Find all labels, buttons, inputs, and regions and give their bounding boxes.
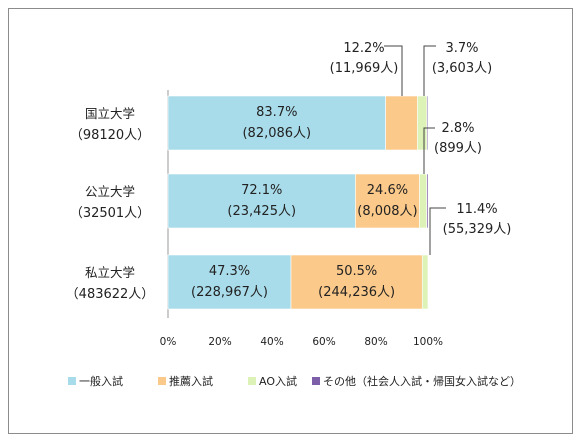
- callout-count: (11,969人): [330, 61, 399, 76]
- data-label: 47.3%: [209, 264, 250, 279]
- callout-percent: 11.4%: [456, 202, 497, 217]
- legend-label: 推薦入試: [169, 374, 213, 388]
- data-label: 83.7%: [256, 105, 297, 120]
- x-tick-label: 20%: [208, 336, 231, 348]
- bar-segment: [167, 254, 292, 310]
- category-label: 公立大学: [85, 184, 135, 199]
- x-tick-label: 0%: [160, 336, 177, 348]
- data-count: (8,008人): [357, 204, 417, 219]
- category-total: （32501人）: [70, 206, 150, 221]
- bar-segment: [417, 95, 428, 151]
- callout-count: (3,603人): [432, 61, 492, 76]
- callout-leader-line: [429, 207, 446, 255]
- legend-swatch: [248, 377, 256, 385]
- data-label: 72.1%: [241, 183, 282, 198]
- legend-swatch: [312, 377, 320, 385]
- data-count: (82,086人): [242, 126, 311, 141]
- data-label: 50.5%: [336, 264, 377, 279]
- callout-count: (55,329人): [443, 222, 512, 237]
- category-label: 国立大学: [85, 106, 135, 121]
- callout-leader-line: [423, 127, 435, 174]
- x-tick-label: 100%: [413, 336, 443, 348]
- legend-label: その他（社会人入試・帰国女入試など）: [323, 374, 521, 388]
- bar-segment: [290, 254, 423, 310]
- callout-leader-line: [384, 45, 403, 96]
- x-tick-label: 60%: [312, 336, 335, 348]
- callout-count: (899人): [434, 141, 482, 156]
- legend-label: 一般入試: [79, 374, 123, 388]
- bar-segment: [167, 95, 386, 151]
- data-count: (244,236人): [318, 285, 395, 300]
- bar-segment: [419, 173, 428, 229]
- bar-segment: [355, 173, 420, 229]
- bar-segment: [426, 173, 429, 229]
- x-tick-label: 80%: [364, 336, 387, 348]
- callout-leader-line: [423, 45, 436, 96]
- callout-percent: 3.7%: [445, 41, 478, 56]
- data-count: (228,967人): [191, 285, 268, 300]
- bar-segment: [385, 95, 418, 151]
- legend-swatch: [158, 377, 166, 385]
- bar-segment: [421, 254, 429, 310]
- legend-label: AO入試: [259, 374, 297, 388]
- legend-swatch: [68, 377, 76, 385]
- category-total: （483622人）: [66, 287, 155, 302]
- callout-percent: 12.2%: [343, 41, 384, 56]
- chart-frame: [8, 8, 573, 434]
- bar-segment: [426, 95, 429, 151]
- category-total: （98120人）: [70, 128, 150, 143]
- category-label: 私立大学: [85, 265, 135, 280]
- callout-percent: 2.8%: [441, 121, 474, 136]
- data-count: (23,425人): [227, 204, 296, 219]
- data-label: 24.6%: [367, 183, 408, 198]
- x-tick-label: 40%: [260, 336, 283, 348]
